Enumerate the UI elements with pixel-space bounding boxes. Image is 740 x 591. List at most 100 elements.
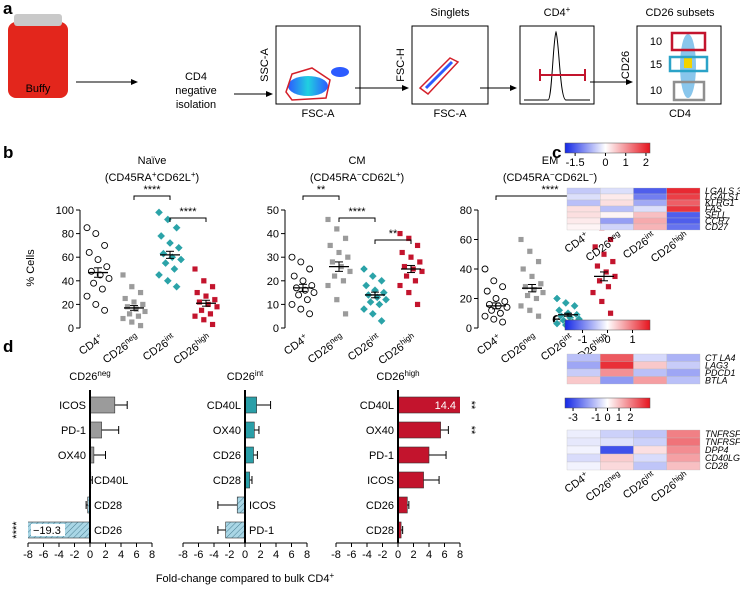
colorbar-tick-label: 1 (629, 334, 635, 346)
heatmap-cell (666, 223, 701, 231)
bars (28, 396, 116, 539)
category-label: ICOS (59, 400, 86, 412)
heatmap-cell (666, 445, 701, 455)
colorbar-tick-label: 1 (616, 412, 622, 424)
heatmap-cell (600, 361, 634, 370)
category-label: OX40 (58, 450, 86, 462)
blood-bag (8, 22, 68, 98)
bars (397, 396, 460, 539)
heatmap-cell (566, 217, 601, 225)
dot (103, 263, 111, 271)
text-part: (CD45RA (310, 172, 358, 184)
x-axis-label: CD4 (669, 108, 691, 120)
gate-title: CD26 subsets (645, 7, 715, 19)
dot (101, 306, 109, 314)
dot (137, 289, 144, 296)
heatmap-cell (566, 205, 601, 213)
gate-title: CD4+ (544, 5, 571, 19)
y-tick-label: 0 (466, 323, 472, 335)
panel-label: c (552, 143, 561, 162)
dot (590, 289, 597, 296)
heatmap-cell (633, 199, 667, 207)
column-label: CD26neg (583, 229, 625, 264)
heatmap-cell (666, 368, 701, 377)
x-tick-label: 2 (102, 549, 108, 561)
heatmap-cell (600, 217, 634, 225)
dot (170, 264, 179, 274)
sup-text: high (671, 469, 689, 485)
heatmap-cell (600, 368, 634, 377)
dot (347, 268, 354, 275)
arrow-head (510, 85, 517, 91)
colorbar-tick-label: -3 (568, 412, 578, 424)
subset-label: 10 (650, 36, 662, 48)
dot (540, 289, 547, 296)
category-label: PD-1 (249, 525, 274, 537)
heatmap-cell (600, 453, 634, 463)
column-label: CD26neg (583, 469, 625, 504)
heatmap-cell (633, 437, 667, 447)
dot (592, 243, 599, 250)
heatmap-cell (633, 223, 667, 231)
dot (119, 271, 126, 278)
x-tick-label: -6 (194, 549, 204, 561)
dot (209, 283, 216, 290)
dot (198, 307, 205, 314)
dot (403, 273, 410, 280)
dot (397, 282, 404, 289)
subset-gate (670, 31, 707, 52)
sup-text: high (398, 331, 416, 347)
dot (526, 307, 533, 314)
dot (92, 230, 100, 238)
dot (176, 255, 186, 264)
sup-text: neg (123, 331, 139, 346)
dot (333, 296, 340, 303)
histogram (524, 30, 590, 101)
text-part: CD26 (69, 371, 97, 383)
chart-title: EM (542, 155, 559, 167)
heatmap-cell (600, 376, 634, 385)
sup-text: + (492, 331, 501, 341)
category-label: CD40L (207, 400, 241, 412)
x-tick-label: -4 (362, 549, 372, 561)
dot (327, 242, 334, 249)
dot (325, 216, 332, 223)
dot (490, 277, 498, 285)
bar (397, 421, 441, 439)
x-tick-label: CD4+ (281, 331, 311, 358)
dot (200, 316, 207, 323)
dot (172, 223, 181, 232)
dot (397, 230, 404, 237)
dot (366, 297, 375, 307)
dot (139, 301, 146, 308)
y-tick-label: 60 (460, 235, 472, 247)
heatmap-cell (666, 376, 701, 385)
x-tick-label: CD26high (170, 331, 213, 367)
source-label: Buffy (26, 83, 51, 95)
dot (163, 215, 173, 224)
category-label: ICOS (249, 500, 276, 512)
heatmap-cell (633, 461, 667, 471)
dot (359, 304, 369, 314)
dot (552, 319, 562, 328)
significance-bar (302, 195, 340, 200)
y-tick-label: 30 (267, 252, 279, 264)
category-label: OX40 (366, 425, 394, 437)
dot (288, 253, 296, 261)
dot (202, 293, 209, 300)
dot (518, 302, 525, 309)
chart-title: CD26neg (69, 369, 110, 383)
dot (419, 268, 426, 275)
heatmap-cell (600, 187, 634, 195)
dot (377, 276, 386, 286)
significance-label: ** (317, 184, 326, 196)
dot (483, 287, 491, 295)
dot (98, 285, 106, 293)
category-label: OX40 (213, 425, 241, 437)
chart-title: CM (348, 155, 365, 167)
category-label: CD40L (360, 400, 394, 412)
text-part: (CD45RA (105, 172, 153, 184)
significance-label: **** (143, 184, 161, 196)
dot (496, 309, 504, 317)
dot (172, 282, 181, 291)
